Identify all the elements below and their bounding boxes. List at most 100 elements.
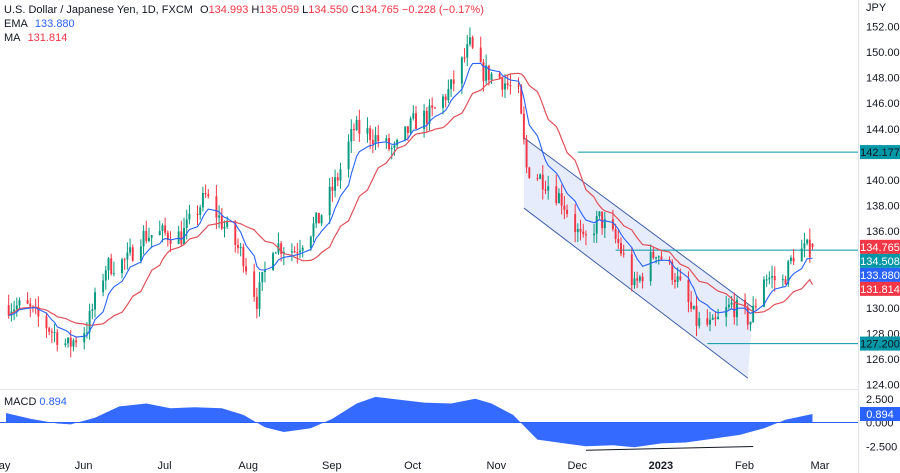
- x-tick-label: Nov: [487, 460, 507, 472]
- candle-body: [584, 234, 587, 236]
- candle-body: [579, 229, 582, 232]
- candle-body: [806, 239, 809, 244]
- x-tick-label: Sep: [322, 460, 342, 472]
- candle-body: [406, 126, 409, 133]
- candle-body: [803, 243, 806, 249]
- candle-body: [633, 278, 636, 286]
- low-value: 134.550: [308, 4, 349, 16]
- candle-body: [185, 219, 188, 228]
- y-tick-label: 150.000: [866, 47, 900, 59]
- candle-body: [463, 57, 466, 59]
- candle-body: [687, 279, 690, 303]
- macd-badge-label: 0.894: [866, 409, 894, 421]
- candle-body: [460, 57, 463, 84]
- candle-body: [717, 316, 720, 320]
- candle-body: [730, 302, 733, 305]
- candle-body: [258, 282, 261, 309]
- candle-body: [64, 343, 67, 345]
- candle-body: [800, 248, 803, 262]
- x-tick-label: Dec: [567, 460, 587, 472]
- candle-body: [727, 304, 730, 308]
- candle-body: [280, 243, 283, 254]
- candle-body: [15, 305, 18, 310]
- ma-row[interactable]: MA 131.814: [4, 31, 484, 45]
- candle-body: [239, 247, 242, 249]
- candle-body: [164, 225, 167, 233]
- candle-body: [166, 232, 169, 241]
- candle-body: [91, 309, 94, 311]
- candle-body: [771, 276, 774, 278]
- symbol-title[interactable]: U.S. Dollar / Japanese Yen, 1D, FXCM: [4, 4, 193, 16]
- candle-body: [272, 253, 275, 270]
- level-badge: [860, 336, 900, 351]
- macd-legend[interactable]: MACD 0.894: [4, 396, 67, 408]
- candle-body: [638, 276, 641, 281]
- candle-body: [315, 212, 318, 224]
- candle-body: [781, 279, 784, 281]
- candle-body: [18, 300, 21, 306]
- candle-body: [234, 221, 237, 245]
- candle-body: [274, 252, 277, 254]
- candle-body: [428, 105, 431, 124]
- candle-body: [196, 213, 199, 215]
- candle-body: [660, 256, 663, 260]
- candle-body: [714, 317, 717, 320]
- candle-body: [636, 278, 639, 281]
- candle-body: [614, 229, 617, 239]
- candle-body: [201, 193, 204, 208]
- candle-body: [649, 251, 652, 282]
- ema-row[interactable]: EMA 133.880: [4, 17, 484, 31]
- candle-body: [787, 261, 790, 285]
- macd-label: MACD: [4, 396, 37, 408]
- level-badge: [860, 145, 900, 160]
- candle-body: [110, 258, 113, 274]
- candle-body: [671, 261, 674, 280]
- candle-body: [199, 207, 202, 215]
- y-tick-label: 126.000: [866, 354, 900, 366]
- chart-legend: U.S. Dollar / Japanese Yen, 1D, FXCM O13…: [4, 3, 484, 45]
- candle-body: [139, 246, 142, 261]
- candle-body: [752, 305, 755, 322]
- candle-body: [595, 216, 598, 234]
- candle-body: [263, 269, 266, 272]
- candle-body: [706, 318, 709, 325]
- x-tick-label: Feb: [735, 460, 754, 472]
- candle-body: [37, 306, 40, 317]
- candle-body: [45, 316, 48, 329]
- candle-body: [485, 65, 488, 81]
- candle-body: [50, 331, 53, 333]
- candle-body: [541, 174, 544, 190]
- candle-body: [158, 231, 161, 236]
- y-tick-label: 146.000: [866, 98, 900, 110]
- candle-body: [88, 310, 91, 333]
- candle-body: [102, 280, 105, 293]
- candle-body: [415, 113, 417, 129]
- y-tick-label: 144.000: [866, 124, 900, 136]
- candle-body: [390, 147, 393, 150]
- y-tick-label: 130.000: [866, 303, 900, 315]
- x-tick-label: Jun: [75, 460, 93, 472]
- candle-body: [452, 79, 455, 84]
- candle-body: [242, 247, 245, 267]
- candle-body: [129, 247, 132, 253]
- candle-body: [622, 253, 625, 255]
- candle-body: [522, 113, 525, 140]
- candle-body: [301, 247, 304, 251]
- channel-upper-line: [523, 137, 754, 309]
- candle-body: [506, 83, 509, 86]
- level-badge-label: 127.200: [860, 339, 900, 351]
- close-value: 134.765: [359, 4, 399, 16]
- candle-body: [490, 73, 493, 81]
- candle-body: [336, 177, 339, 181]
- candle-body: [762, 279, 765, 307]
- candle-body: [450, 79, 453, 89]
- candle-body: [482, 62, 485, 81]
- candle-body: [290, 251, 293, 253]
- candle-body: [765, 279, 768, 281]
- x-tick-label: Mar: [811, 460, 830, 472]
- x-tick-label: Aug: [238, 460, 258, 472]
- ohlc-row: U.S. Dollar / Japanese Yen, 1D, FXCM O13…: [4, 3, 484, 17]
- candle-body: [255, 296, 258, 309]
